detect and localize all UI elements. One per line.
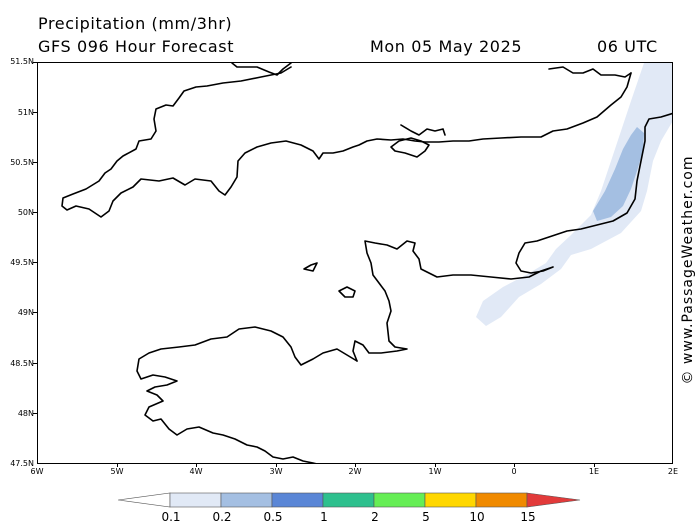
coastline-isle-of-wight — [390, 137, 430, 158]
lat-label-51n: 51N — [17, 108, 34, 117]
map-canvas — [61, 63, 672, 463]
scale-segment-above-max — [526, 492, 581, 508]
lon-label-5w: 5W — [110, 467, 124, 476]
precip-band-medium — [593, 127, 644, 221]
lat-tick — [33, 212, 37, 213]
scale-segment-6 — [424, 492, 477, 508]
coastline-northern-france — [352, 112, 672, 362]
lon-tick — [355, 463, 356, 467]
lat-label-48-5n: 48.5N — [10, 359, 34, 368]
valid-hour-label: 06 UTC — [597, 37, 658, 56]
lon-tick — [117, 463, 118, 467]
lat-label-49-5n: 49.5N — [10, 258, 34, 267]
lon-label-3w: 3W — [269, 467, 283, 476]
lon-label-2e: 2E — [667, 467, 679, 476]
model-run-label: GFS 096 Hour Forecast — [38, 37, 235, 56]
lat-tick — [33, 262, 37, 263]
coastlines — [61, 63, 672, 463]
coastline-solent — [400, 124, 446, 136]
lon-tick — [435, 463, 436, 467]
lon-label-0: 0 — [511, 467, 517, 476]
lon-label-4w: 4W — [189, 467, 203, 476]
scale-label-0-1: 0.1 — [161, 510, 181, 524]
lat-tick — [33, 312, 37, 313]
coastline-jersey — [338, 286, 356, 298]
scale-label-1: 1 — [320, 510, 328, 524]
lon-tick — [594, 463, 595, 467]
lat-label-47-5n: 47.5N — [10, 459, 34, 468]
lon-label-1w: 1W — [428, 467, 442, 476]
precip-color-scale — [118, 492, 581, 508]
lat-tick — [33, 112, 37, 113]
scale-label-5: 5 — [422, 510, 430, 524]
scale-label-10: 10 — [469, 510, 485, 524]
scale-segment-below-min — [118, 492, 171, 508]
lat-label-48n: 48N — [17, 409, 34, 418]
precip-band-light — [476, 63, 672, 326]
lat-label-51-5n: 51.5N — [10, 57, 34, 66]
lat-tick — [33, 162, 37, 163]
watermark-text: © www.PassageWeather.com — [680, 155, 696, 385]
scale-label-0-2: 0.2 — [212, 510, 232, 524]
coastline-brittany — [136, 326, 358, 463]
map-area[interactable] — [37, 62, 673, 464]
lat-tick — [33, 363, 37, 364]
lat-label-50-5n: 50.5N — [10, 158, 34, 167]
lon-label-2w: 2W — [348, 467, 362, 476]
lat-label-50n: 50N — [17, 208, 34, 217]
lat-tick — [33, 413, 37, 414]
lon-tick — [514, 463, 515, 467]
valid-date-label: Mon 05 May 2025 — [370, 37, 523, 56]
scale-segment-4 — [322, 492, 375, 508]
lon-label-1e: 1E — [588, 467, 600, 476]
scale-label-2: 2 — [371, 510, 379, 524]
lat-label-49n: 49N — [17, 308, 34, 317]
scale-segment-1 — [169, 492, 222, 508]
coastline-thames — [548, 66, 632, 78]
coastline-wales — [231, 63, 292, 76]
scale-segment-2 — [220, 492, 273, 508]
lat-tick — [33, 62, 37, 63]
scale-segment-7 — [475, 492, 528, 508]
lon-tick — [276, 463, 277, 467]
scale-label-0-5: 0.5 — [263, 510, 283, 524]
scale-label-15: 15 — [520, 510, 536, 524]
lon-label-6w: 6W — [30, 467, 44, 476]
coastline-southern-england — [61, 66, 632, 218]
coastline-guernsey — [303, 262, 318, 272]
scale-segment-3 — [271, 492, 324, 508]
lon-tick — [196, 463, 197, 467]
scale-segment-5 — [373, 492, 426, 508]
chart-title: Precipitation (mm/3hr) — [38, 14, 233, 33]
